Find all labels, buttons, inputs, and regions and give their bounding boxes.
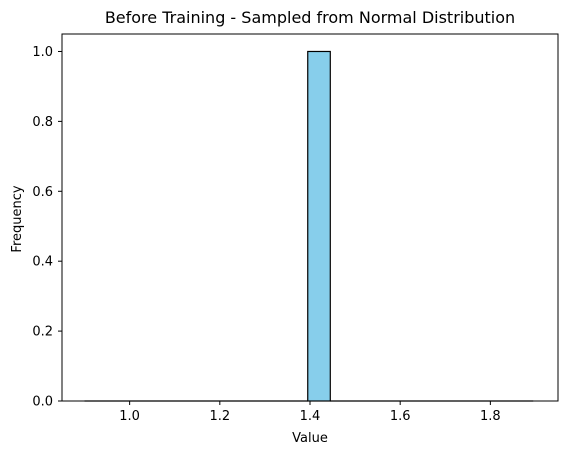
y-tick-label: 0.2 — [32, 325, 53, 340]
x-tick-label: 1.6 — [390, 409, 411, 424]
x-axis-label: Value — [292, 431, 328, 446]
x-tick-label: 1.2 — [209, 409, 230, 424]
axes-layer: 1.0 1.2 1.4 1.6 1.8 0.0 0.2 0.4 0.6 0.8 1.0 — [32, 33, 559, 424]
y-tick-label: 0.8 — [32, 115, 53, 130]
histogram-bar — [307, 50, 331, 402]
y-tick-label: 0.4 — [32, 255, 53, 270]
x-tick-label: 1.8 — [480, 409, 501, 424]
y-tick-label: 0.0 — [32, 395, 53, 410]
chart-title: Before Training - Sampled from Normal Di… — [105, 8, 515, 27]
bars-layer — [84, 50, 534, 402]
y-axis-label: Frequency — [10, 185, 25, 252]
y-tick-label: 1.0 — [32, 45, 53, 60]
x-tick-label: 1.0 — [119, 409, 140, 424]
x-tick-label: 1.4 — [300, 409, 321, 424]
y-tick-label: 0.6 — [32, 185, 53, 200]
